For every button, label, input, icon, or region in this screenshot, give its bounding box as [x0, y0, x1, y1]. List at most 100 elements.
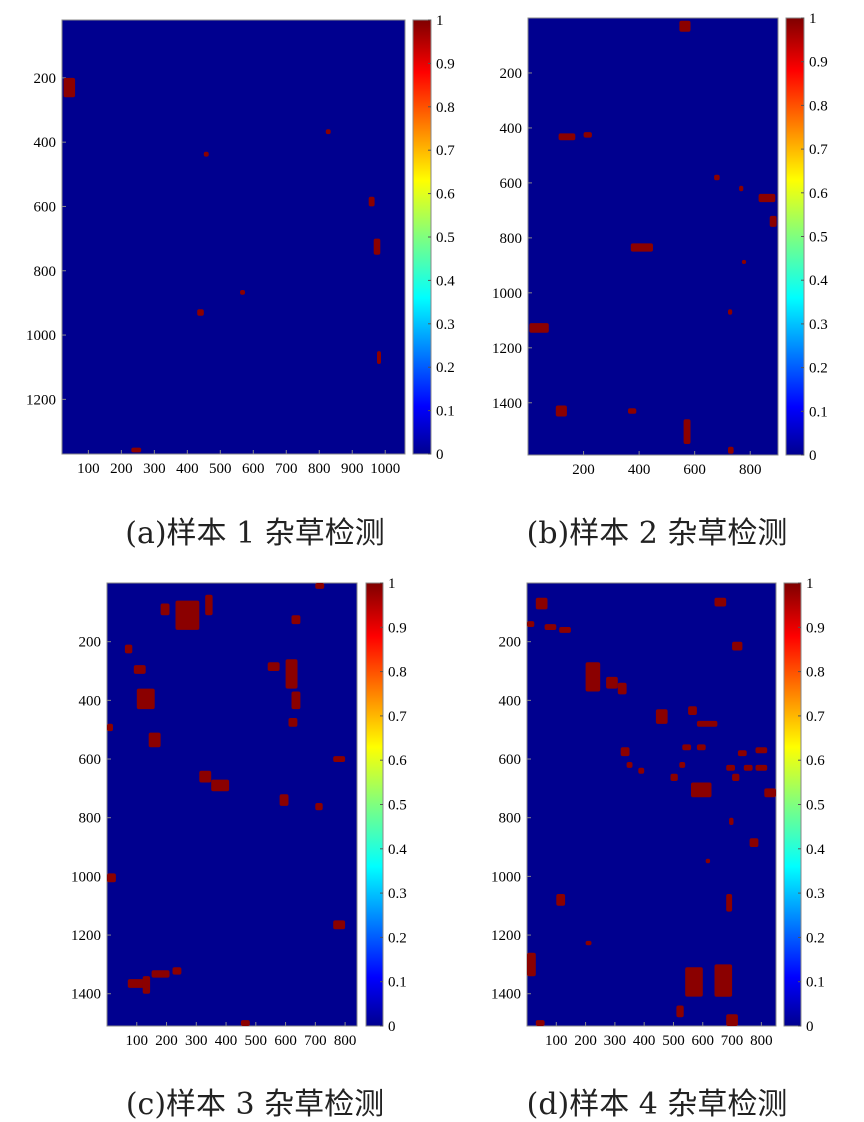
y-tick-labels: 200 400 600 800 1000 1200: [26, 71, 66, 408]
weed-region: [755, 764, 768, 771]
weed-region: [240, 1020, 250, 1026]
weed-region: [211, 779, 230, 792]
weed-region: [732, 773, 740, 781]
x-tick-label: 800: [308, 461, 331, 477]
weed-region: [368, 196, 375, 207]
weed-region: [696, 720, 718, 727]
x-tick-labels: 200 400 600 800: [572, 451, 761, 478]
weed-region: [151, 970, 170, 978]
colorbar-tick-label: 1: [806, 576, 814, 592]
weed-region: [556, 894, 566, 906]
panel-caption: (b)样本 2 杂草检测: [527, 516, 788, 551]
heatmap-plot-area: [61, 19, 406, 455]
weed-region: [726, 894, 733, 912]
weed-region: [172, 967, 182, 975]
x-tick-label: 500: [662, 1033, 685, 1049]
colorbar-tick-labels: 0 0.1 0.2 0.3 0.4 0.5 0.6 0.7 0.8 0.9 1: [380, 576, 407, 1035]
weed-region: [291, 615, 301, 625]
colorbar-tick-label: 0.7: [806, 709, 825, 725]
weed-regions: [63, 77, 381, 453]
x-tick-label: 500: [245, 1033, 268, 1049]
y-tick-label: 400: [500, 121, 523, 137]
colorbar-tick-label: 0.9: [436, 56, 455, 72]
x-tick-label: 200: [155, 1033, 178, 1049]
weed-region: [764, 788, 776, 798]
weed-region: [527, 952, 536, 977]
colorbar-tick-label: 0.2: [806, 930, 825, 946]
colorbar-tick-label: 0.6: [806, 753, 825, 769]
x-tick-label: 700: [304, 1033, 327, 1049]
weed-region: [676, 1005, 684, 1018]
y-tick-label: 1200: [71, 928, 101, 944]
weed-region: [291, 691, 301, 710]
weed-region: [148, 732, 161, 748]
weed-region: [726, 764, 735, 771]
colorbar-tick-label: 0.4: [388, 842, 407, 858]
weed-region: [741, 259, 747, 264]
y-tick-label: 1400: [492, 396, 522, 412]
weed-region: [670, 773, 678, 781]
weed-region: [285, 659, 298, 689]
colorbar-tick-label: 0.6: [388, 753, 407, 769]
weed-region: [131, 447, 142, 453]
y-tick-label: 800: [500, 231, 523, 247]
y-tick-label: 400: [79, 693, 102, 709]
x-tick-label: 300: [143, 461, 166, 477]
weed-regions: [107, 583, 346, 1026]
colorbar-tick-label: 0.9: [806, 620, 825, 636]
y-tick-label: 1400: [491, 987, 521, 1003]
weed-region: [758, 193, 776, 203]
weed-region: [107, 873, 116, 883]
colorbar-tick-label: 0.1: [388, 975, 407, 991]
weed-region: [737, 750, 747, 757]
colorbar-tick-label: 0.5: [809, 230, 828, 246]
weed-region: [696, 744, 706, 751]
y-tick-label: 1200: [491, 928, 521, 944]
y-tick-label: 400: [34, 135, 57, 151]
weed-region: [527, 621, 535, 627]
x-tick-label: 500: [209, 461, 232, 477]
colorbar-tick-label: 0: [436, 447, 444, 463]
y-tick-label: 200: [79, 635, 102, 651]
x-tick-labels: 100 200 300 400 500 600 700 800: [545, 1022, 773, 1049]
colorbar-tick-label: 1: [388, 576, 396, 592]
weed-region: [315, 803, 323, 811]
weed-region: [333, 920, 346, 930]
weed-region: [107, 723, 113, 732]
heatmap-plot-area: [526, 582, 777, 1027]
y-tick-label: 800: [79, 811, 102, 827]
colorbar-tick-label: 0: [809, 448, 817, 464]
y-tick-labels: 200 400 600 800 1000 1200 1400: [71, 635, 111, 1003]
x-tick-label: 300: [185, 1033, 208, 1049]
weed-region: [279, 794, 289, 806]
weed-region: [544, 624, 557, 630]
panel-caption: (c)样本 3 杂草检测: [126, 1087, 384, 1122]
weed-region: [617, 682, 627, 695]
x-tick-label: 200: [110, 461, 133, 477]
weed-region: [714, 597, 727, 607]
weed-region: [749, 838, 759, 847]
y-tick-label: 200: [500, 66, 523, 82]
weed-region: [726, 1014, 738, 1026]
x-tick-label: 100: [545, 1033, 568, 1049]
weed-region: [655, 709, 668, 724]
weed-region: [688, 706, 697, 715]
weed-region: [535, 597, 548, 610]
weed-region: [585, 662, 601, 692]
panel-d: 100 200 300 400 500 600 700 800 200400600800100…: [491, 576, 825, 1122]
y-tick-label: 1200: [492, 341, 522, 357]
x-tick-label: 400: [176, 461, 199, 477]
colorbar-tick-label: 0.8: [809, 98, 828, 114]
y-tick-label: 600: [34, 199, 57, 215]
colorbar-tick-label: 0.6: [809, 186, 828, 202]
weed-region: [197, 309, 204, 316]
colorbar-tick-label: 0.8: [806, 665, 825, 681]
weed-region: [240, 290, 245, 295]
weed-region: [288, 718, 298, 727]
y-tick-labels: 200 400 600 800 1000 1200 1400: [492, 66, 532, 412]
x-tick-label: 900: [341, 461, 364, 477]
weed-region: [628, 408, 637, 414]
weed-region: [682, 744, 692, 751]
weed-region: [679, 762, 686, 768]
weed-region: [529, 323, 549, 333]
